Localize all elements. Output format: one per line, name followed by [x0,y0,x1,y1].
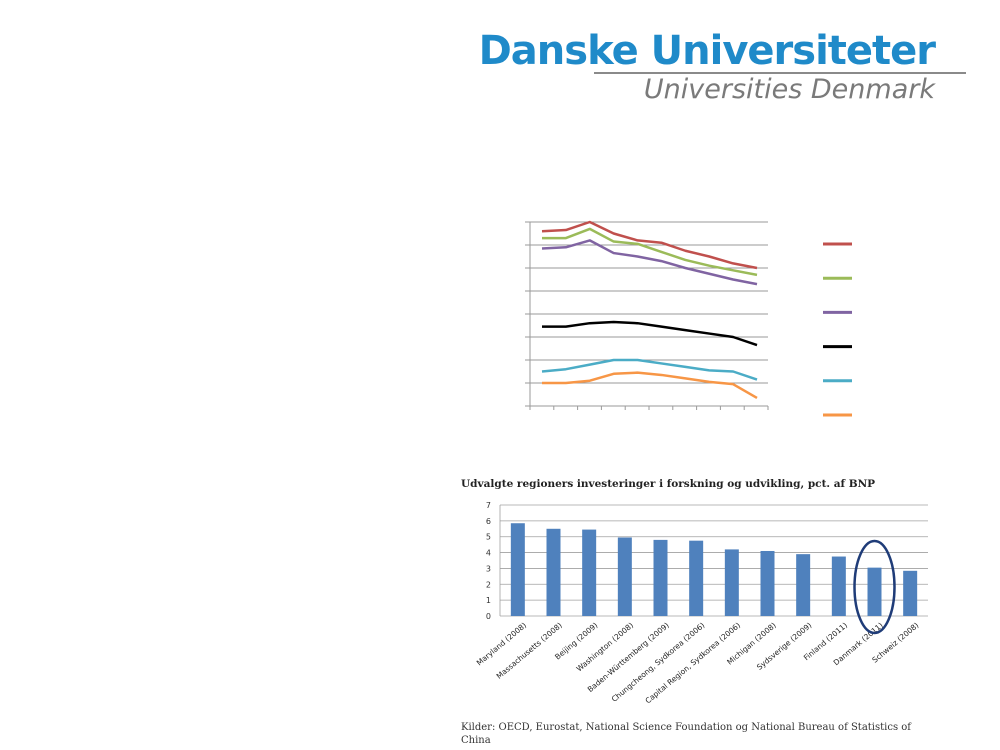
series-line-5 [541,358,758,381]
logo-primary-text: Danske Universiteter [478,28,936,74]
bar-4 [617,537,632,616]
bar-2 [546,528,561,616]
bar-1 [510,523,525,616]
bar-10 [831,556,846,616]
series-line-6 [542,371,758,400]
series-line-3 [541,239,758,286]
y-tick-label: 2 [486,580,491,589]
logo-divider [594,72,966,74]
logo-secondary-text: Universities Denmark [643,74,935,105]
sources-note: Kilder: OECD, Eurostat, National Science… [461,722,911,746]
x-tick-label: Massachusetts (2008) [495,621,564,681]
y-tick-label: 6 [486,517,491,526]
bar-6 [689,540,704,616]
series-line-4 [542,320,758,347]
highlight-ellipse [853,539,896,635]
bar-chart-title: Udvalgte regioners investeringer i forsk… [461,478,876,490]
y-tick-label: 7 [486,501,491,510]
y-tick-label: 5 [486,533,491,542]
series-line-1 [541,220,758,270]
bar-5 [653,539,668,616]
y-tick-label: 0 [486,612,491,621]
bar-9 [796,554,811,616]
bar-8 [760,550,775,616]
y-tick-label: 4 [486,549,491,558]
bar-12 [903,570,918,616]
y-tick-label: 1 [486,596,491,605]
series-line-2 [542,227,758,277]
y-tick-label: 3 [486,564,491,573]
bar-7 [724,549,739,616]
bar-11 [867,567,882,616]
bar-3 [582,529,597,616]
